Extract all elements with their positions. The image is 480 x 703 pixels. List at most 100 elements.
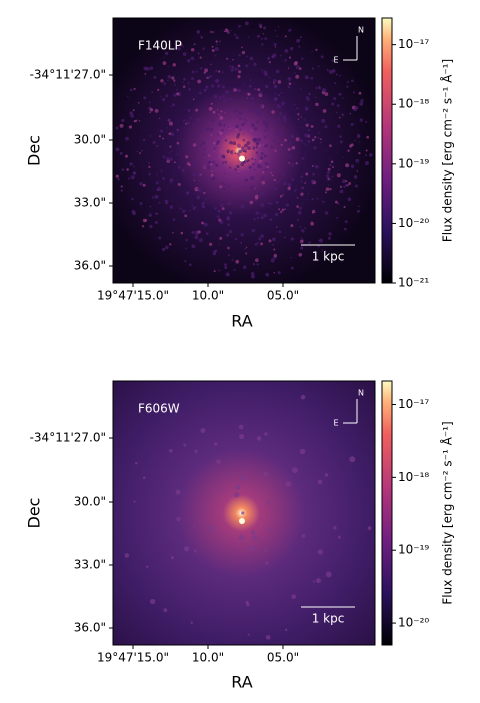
image-speck xyxy=(167,118,171,122)
image-speck xyxy=(255,258,259,263)
image-speck xyxy=(217,84,221,88)
image-speck xyxy=(270,145,274,149)
image-speck xyxy=(253,127,258,131)
image-speck xyxy=(224,266,227,269)
image-speck xyxy=(195,133,199,137)
image-speck xyxy=(301,156,305,160)
image-speck xyxy=(296,107,299,110)
image-speck xyxy=(256,216,260,220)
image-speck xyxy=(317,136,320,139)
image-speck xyxy=(199,123,204,128)
image-speck xyxy=(261,69,264,72)
image-speck xyxy=(248,109,253,113)
image-speck xyxy=(267,501,271,505)
image-speck xyxy=(328,70,333,75)
image-speck xyxy=(291,145,296,150)
image-speck xyxy=(329,157,331,159)
image-speck xyxy=(188,130,191,133)
image-speck xyxy=(311,138,315,142)
image-speck xyxy=(288,155,291,158)
image-speck xyxy=(229,127,231,130)
image-speck xyxy=(345,163,350,168)
image-speck xyxy=(254,161,257,163)
image-speck xyxy=(170,556,175,560)
image-speck xyxy=(275,69,280,74)
image-speck xyxy=(299,448,306,455)
image-speck xyxy=(310,125,314,128)
image-speck xyxy=(296,65,300,69)
image-speck xyxy=(272,168,275,171)
image-speck xyxy=(273,272,276,274)
image-speck xyxy=(199,91,202,95)
image-speck xyxy=(170,132,175,136)
image-speck xyxy=(219,203,224,208)
image-speck xyxy=(190,77,194,81)
image-speck xyxy=(343,205,346,208)
image-speck xyxy=(306,199,309,201)
image-speck xyxy=(282,115,287,119)
image-speck xyxy=(284,59,287,62)
image-speck xyxy=(327,236,331,240)
image-speck xyxy=(190,47,195,52)
image-speck xyxy=(300,394,306,400)
image-speck xyxy=(261,176,265,180)
image-speck xyxy=(211,49,215,52)
image-speck xyxy=(329,187,332,191)
image-speck xyxy=(277,117,280,120)
image-speck xyxy=(206,165,211,170)
image-speck xyxy=(233,109,238,113)
image-speck xyxy=(250,96,255,100)
panel-label: F140LP xyxy=(138,39,182,53)
image-speck xyxy=(187,59,191,63)
image-speck xyxy=(359,101,364,106)
image-speck xyxy=(253,218,256,221)
image-speck xyxy=(312,580,316,583)
image-speck xyxy=(211,176,216,181)
image-speck xyxy=(273,96,278,101)
image-speck xyxy=(155,181,159,185)
image-speck xyxy=(366,135,370,139)
image-speck xyxy=(191,230,195,234)
image-speck xyxy=(240,233,244,237)
image-speck xyxy=(339,189,344,194)
image-speck xyxy=(257,88,261,92)
image-speck xyxy=(224,101,227,103)
image-speck xyxy=(142,138,146,142)
image-speck xyxy=(131,209,136,214)
image-speck xyxy=(260,242,264,246)
image-speck xyxy=(244,178,249,182)
image-speck xyxy=(270,202,273,206)
image-speck xyxy=(321,249,324,251)
image-speck xyxy=(257,164,262,169)
image-speck xyxy=(192,160,197,165)
image-speck xyxy=(273,248,276,251)
image-speck xyxy=(333,526,337,530)
image-speck xyxy=(304,227,307,230)
image-speck xyxy=(184,260,187,263)
image-speck xyxy=(300,116,302,118)
image-speck xyxy=(278,111,283,115)
image-speck xyxy=(333,96,337,101)
image-speck xyxy=(142,476,146,480)
image-speck xyxy=(203,222,208,227)
image-speck xyxy=(158,201,161,204)
image-speck xyxy=(301,533,306,538)
image-speck xyxy=(269,527,274,532)
image-speck xyxy=(339,185,343,188)
image-speck xyxy=(243,118,246,121)
image-speck xyxy=(209,197,211,199)
image-speck xyxy=(213,94,218,99)
image-speck xyxy=(315,87,318,89)
image-speck xyxy=(211,45,214,48)
image-speck xyxy=(324,191,327,194)
image-speck xyxy=(184,122,187,125)
image-speck xyxy=(216,43,218,46)
scale-bar-label: 1 kpc xyxy=(312,250,345,264)
image-speck xyxy=(277,180,281,183)
image-speck xyxy=(307,128,311,132)
image-speck xyxy=(283,118,287,122)
image-speck xyxy=(354,139,356,141)
image-speck xyxy=(255,151,259,154)
image-speck xyxy=(295,74,300,79)
image-speck xyxy=(364,154,367,157)
